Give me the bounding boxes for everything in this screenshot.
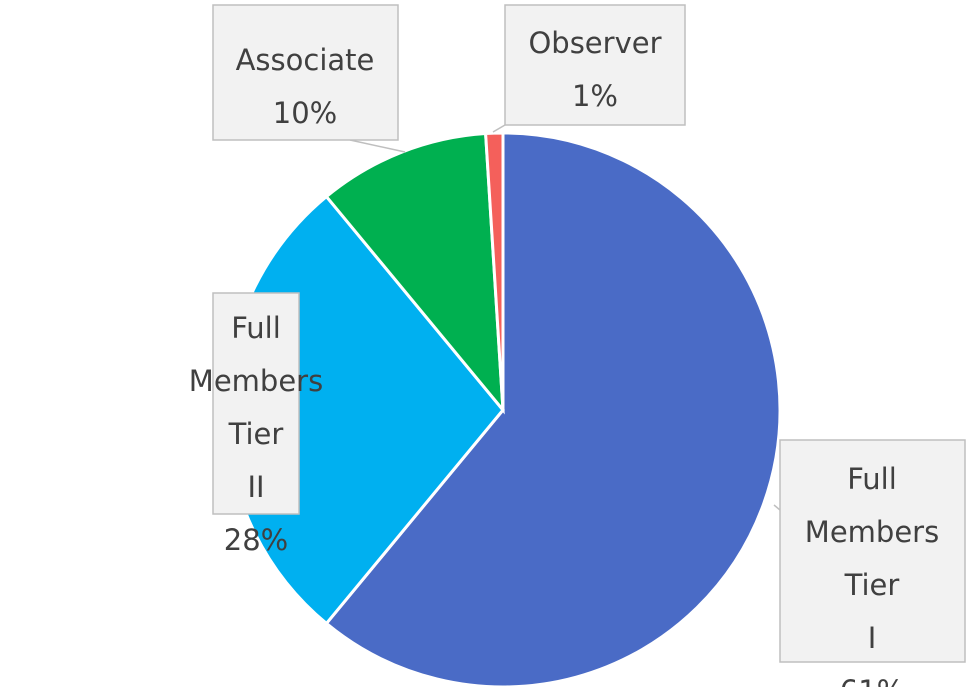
label-line: Observer bbox=[528, 26, 661, 60]
label-box bbox=[212, 4, 399, 141]
label-box bbox=[504, 4, 686, 126]
label-line: Associate bbox=[236, 43, 375, 77]
label-line: Members bbox=[189, 364, 323, 398]
category-label: Associate bbox=[236, 43, 375, 77]
category-label: Full Members Tier II bbox=[189, 311, 323, 504]
category-label: Full Members Tier I bbox=[805, 462, 939, 655]
label-line: Members bbox=[805, 515, 939, 549]
leader-line bbox=[492, 124, 506, 133]
pie-slice bbox=[324, 131, 782, 687]
value-label: 10% bbox=[273, 96, 337, 130]
label-line: Full bbox=[847, 462, 897, 496]
label-line: Full bbox=[231, 311, 281, 345]
label-line: Tier bbox=[228, 417, 284, 451]
value-label: 1% bbox=[572, 79, 618, 113]
value-label: 61% bbox=[840, 674, 904, 687]
category-label: Observer bbox=[528, 26, 661, 60]
label-line: Tier bbox=[844, 568, 900, 602]
leader-line bbox=[773, 504, 781, 511]
label-line: I bbox=[868, 621, 877, 655]
pie-slice bbox=[484, 131, 505, 411]
label-line: II bbox=[247, 470, 264, 504]
value-label: 28% bbox=[224, 523, 288, 557]
leader-line bbox=[349, 139, 406, 153]
pie-slice bbox=[324, 131, 505, 415]
label-box bbox=[779, 439, 966, 663]
label-box bbox=[212, 292, 300, 515]
